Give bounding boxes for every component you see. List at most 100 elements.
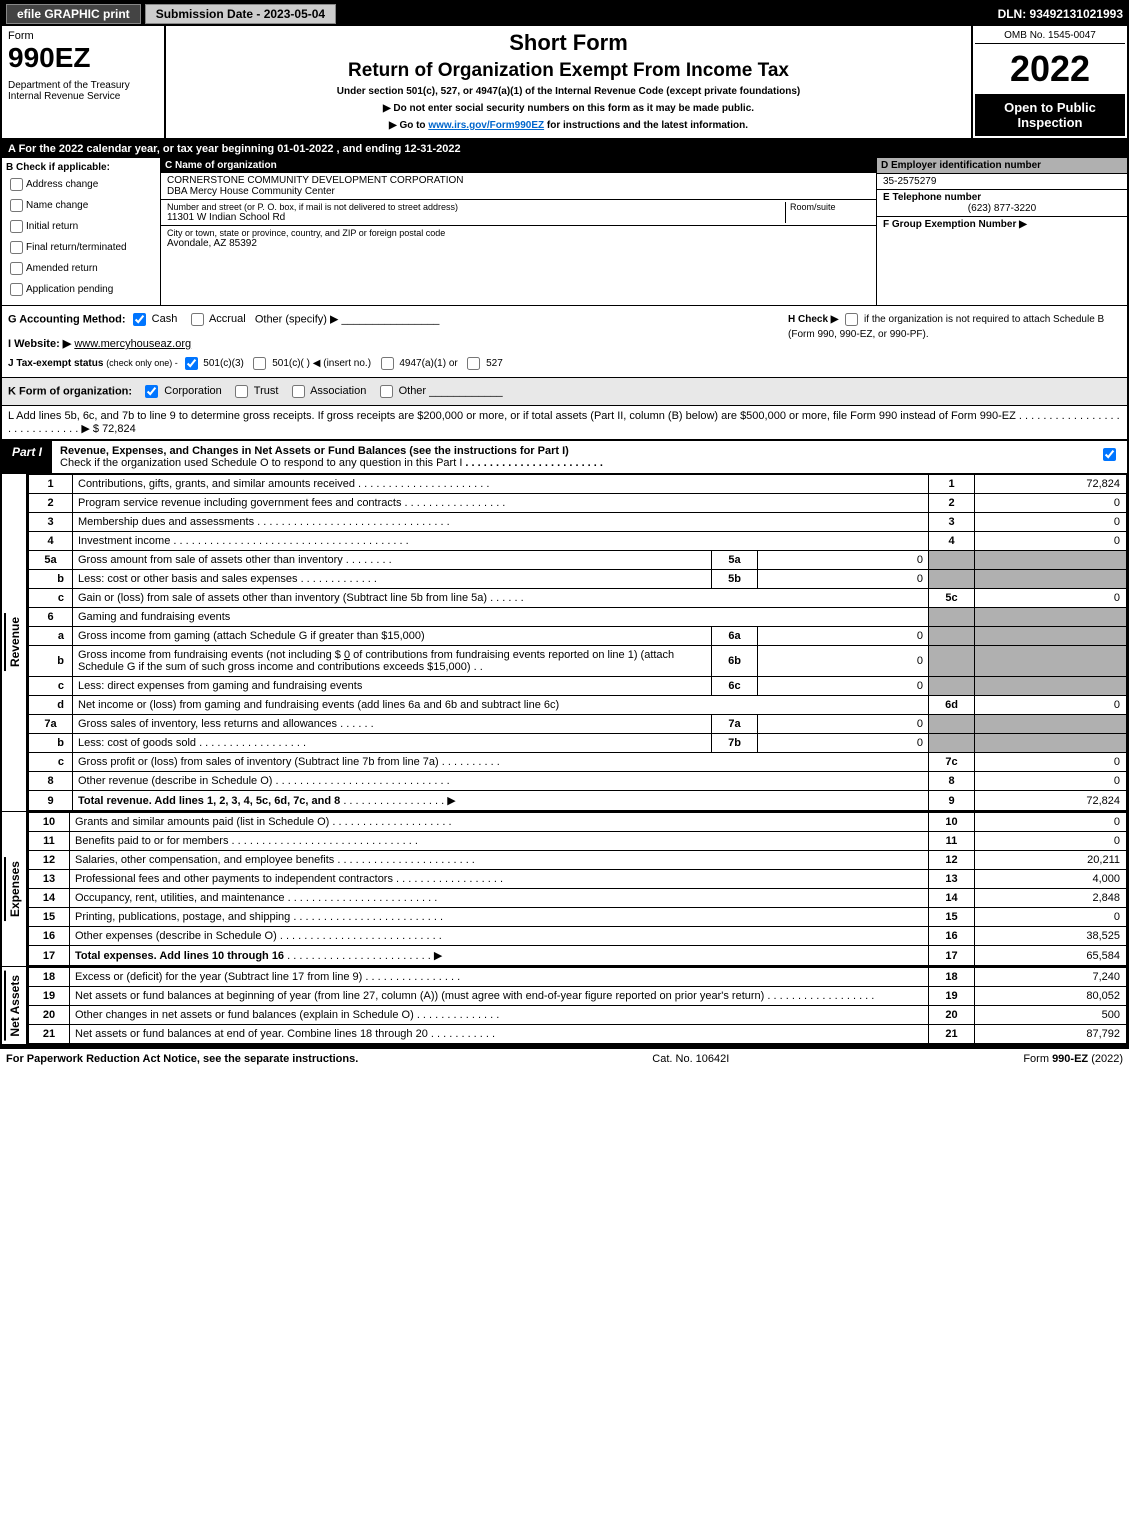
line-1: 1Contributions, gifts, grants, and simil…: [29, 475, 1127, 494]
short-form-title: Short Form: [174, 30, 963, 56]
row-k-org-form: K Form of organization: Corporation Trus…: [2, 378, 1127, 406]
form-word: Form: [8, 30, 158, 42]
line-6b: bGross income from fundraising events (n…: [29, 646, 1127, 677]
line-7c: cGross profit or (loss) from sales of in…: [29, 753, 1127, 772]
open-to-public: Open to Public Inspection: [975, 94, 1125, 136]
top-bar: efile GRAPHIC print Submission Date - 20…: [2, 2, 1127, 26]
line-6a: aGross income from gaming (attach Schedu…: [29, 627, 1127, 646]
line-3: 3Membership dues and assessments . . . .…: [29, 513, 1127, 532]
line-6: 6Gaming and fundraising events: [29, 608, 1127, 627]
line-11: 11Benefits paid to or for members . . . …: [29, 832, 1127, 851]
revenue-section: Revenue 1Contributions, gifts, grants, a…: [2, 474, 1127, 812]
form-org-label: K Form of organization:: [8, 385, 132, 397]
form-number: 990EZ: [8, 42, 158, 74]
form-header: Form 990EZ Department of the Treasury In…: [2, 26, 1127, 140]
net-assets-table: 18Excess or (deficit) for the year (Subt…: [28, 967, 1127, 1044]
check-initial-return[interactable]: Initial return: [6, 217, 156, 236]
check-association[interactable]: Association: [288, 385, 367, 397]
line-15: 15Printing, publications, postage, and s…: [29, 908, 1127, 927]
check-name-change[interactable]: Name change: [6, 196, 156, 215]
line-5b: bLess: cost or other basis and sales exp…: [29, 570, 1127, 589]
check-501c3[interactable]: 501(c)(3): [181, 358, 244, 369]
tax-year: 2022: [975, 44, 1125, 94]
info-block: B Check if applicable: Address change Na…: [2, 158, 1127, 306]
dln-label: DLN: 93492131021993: [998, 7, 1123, 21]
check-corporation[interactable]: Corporation: [141, 385, 222, 397]
paperwork-notice: For Paperwork Reduction Act Notice, see …: [6, 1053, 358, 1065]
tel-header: E Telephone number: [883, 192, 1121, 203]
line-19: 19Net assets or fund balances at beginni…: [29, 987, 1127, 1006]
catalog-number: Cat. No. 10642I: [652, 1053, 729, 1065]
part-1-checkbox[interactable]: [1091, 441, 1127, 473]
line-8: 8Other revenue (describe in Schedule O) …: [29, 772, 1127, 791]
row-l-arrow: ▶ $: [81, 423, 99, 435]
line-13: 13Professional fees and other payments t…: [29, 870, 1127, 889]
line-14: 14Occupancy, rent, utilities, and mainte…: [29, 889, 1127, 908]
revenue-table: 1Contributions, gifts, grants, and simil…: [28, 474, 1127, 811]
check-amended-return[interactable]: Amended return: [6, 259, 156, 278]
website-link[interactable]: www.mercyhouseaz.org: [74, 338, 191, 350]
form-title: Return of Organization Exempt From Incom…: [174, 60, 963, 82]
expenses-section: Expenses 10Grants and similar amounts pa…: [2, 812, 1127, 967]
check-cash[interactable]: Cash: [129, 313, 178, 325]
part-1-title: Revenue, Expenses, and Changes in Net As…: [60, 445, 569, 457]
net-assets-section: Net Assets 18Excess or (deficit) for the…: [2, 967, 1127, 1046]
tax-exempt-sub: (check only one) -: [106, 358, 178, 368]
other-specify: Other (specify) ▶: [255, 313, 339, 325]
submission-date-label: Submission Date - 2023-05-04: [145, 4, 336, 24]
org-name-1: CORNERSTONE COMMUNITY DEVELOPMENT CORPOR…: [167, 175, 870, 186]
line-5c: cGain or (loss) from sale of assets othe…: [29, 589, 1127, 608]
line-10: 10Grants and similar amounts paid (list …: [29, 813, 1127, 832]
row-l-text: L Add lines 5b, 6c, and 7b to line 9 to …: [8, 410, 1016, 422]
line-16: 16Other expenses (describe in Schedule O…: [29, 927, 1127, 946]
row-l-value: 72,824: [102, 423, 136, 435]
line-6c: cLess: direct expenses from gaming and f…: [29, 677, 1127, 696]
check-schedule-b[interactable]: [841, 314, 861, 325]
box-c: C Name of organization CORNERSTONE COMMU…: [161, 158, 877, 305]
goto-prefix: ▶ Go to: [389, 120, 428, 131]
line-7b: bLess: cost of goods sold . . . . . . . …: [29, 734, 1127, 753]
efile-print-button[interactable]: efile GRAPHIC print: [6, 4, 141, 24]
city-state-zip: Avondale, AZ 85392: [167, 238, 870, 249]
row-h-label: H Check ▶: [788, 314, 838, 325]
irs-link[interactable]: www.irs.gov/Form990EZ: [428, 120, 544, 131]
box-c-header: C Name of organization: [161, 158, 876, 173]
check-4947[interactable]: 4947(a)(1) or: [377, 358, 458, 369]
website-label: I Website: ▶: [8, 338, 71, 350]
revenue-vert-label: Revenue: [4, 613, 24, 671]
form-edition: Form 990-EZ (2022): [1023, 1053, 1123, 1065]
line-18: 18Excess or (deficit) for the year (Subt…: [29, 968, 1127, 987]
department-label: Department of the Treasury Internal Reve…: [8, 80, 158, 102]
group-exemption: F Group Exemption Number ▶: [877, 217, 1127, 232]
check-other-org[interactable]: Other: [376, 385, 427, 397]
check-accrual[interactable]: Accrual: [187, 313, 246, 325]
box-d-e-f: D Employer identification number 35-2575…: [877, 158, 1127, 305]
ein-value: 35-2575279: [877, 174, 1127, 190]
address-header: Number and street (or P. O. box, if mail…: [167, 202, 785, 212]
expenses-vert-label: Expenses: [4, 857, 24, 921]
room-suite-header: Room/suite: [790, 202, 870, 212]
line-9: 9Total revenue. Add lines 1, 2, 3, 4, 5c…: [29, 791, 1127, 811]
check-application-pending[interactable]: Application pending: [6, 280, 156, 299]
line-20: 20Other changes in net assets or fund ba…: [29, 1006, 1127, 1025]
line-7a: 7aGross sales of inventory, less returns…: [29, 715, 1127, 734]
check-527[interactable]: 527: [463, 358, 502, 369]
line-21: 21Net assets or fund balances at end of …: [29, 1025, 1127, 1044]
org-name-2: DBA Mercy House Community Center: [167, 186, 870, 197]
check-final-return[interactable]: Final return/terminated: [6, 238, 156, 257]
expenses-table: 10Grants and similar amounts paid (list …: [28, 812, 1127, 966]
line-17: 17Total expenses. Add lines 10 through 1…: [29, 946, 1127, 966]
goto-suffix: for instructions and the latest informat…: [544, 120, 748, 131]
check-trust[interactable]: Trust: [231, 385, 279, 397]
omb-number: OMB No. 1545-0047: [975, 28, 1125, 44]
accounting-label: G Accounting Method:: [8, 313, 126, 325]
check-501c[interactable]: 501(c)( ) ◀ (insert no.): [249, 358, 371, 369]
tel-value: (623) 877-3220: [883, 203, 1121, 214]
page-footer: For Paperwork Reduction Act Notice, see …: [0, 1048, 1129, 1069]
city-header: City or town, state or province, country…: [167, 228, 870, 238]
box-b: B Check if applicable: Address change Na…: [2, 158, 161, 305]
line-12: 12Salaries, other compensation, and empl…: [29, 851, 1127, 870]
part-1-label: Part I: [2, 441, 52, 473]
row-a-tax-year: A For the 2022 calendar year, or tax yea…: [2, 140, 1127, 158]
check-address-change[interactable]: Address change: [6, 175, 156, 194]
